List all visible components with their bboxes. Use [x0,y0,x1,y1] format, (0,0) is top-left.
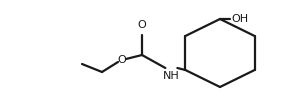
Text: NH: NH [163,71,180,81]
Text: O: O [118,55,126,65]
Text: OH: OH [231,14,248,24]
Text: O: O [138,20,146,30]
